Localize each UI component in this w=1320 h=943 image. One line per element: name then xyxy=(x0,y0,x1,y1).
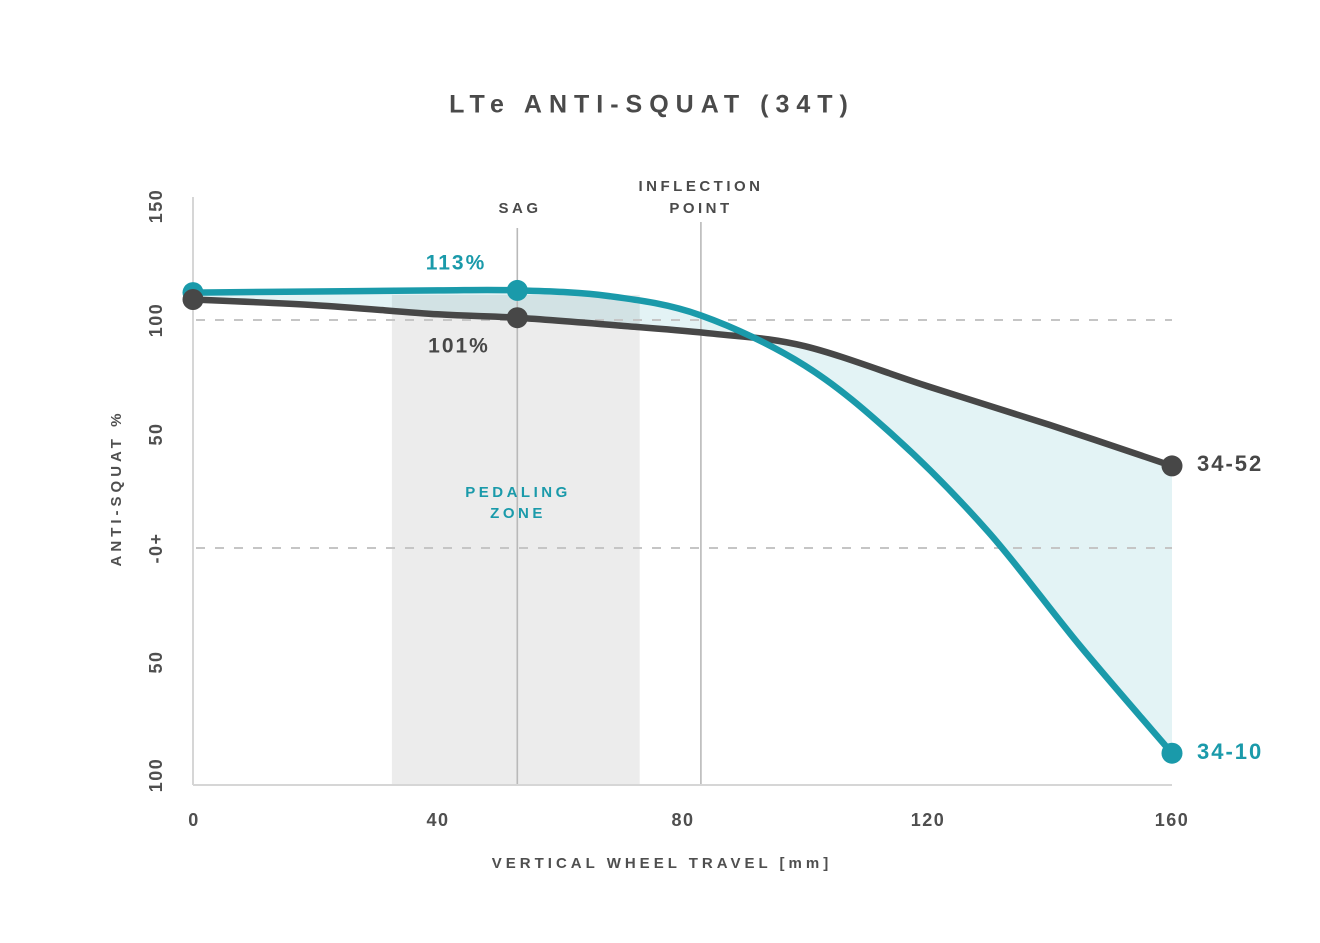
y-tick-150: 150 xyxy=(146,188,167,224)
y-tick-zero: -0+ xyxy=(146,532,167,564)
x-tick-160: 160 xyxy=(1154,810,1190,831)
curve-34-10 xyxy=(189,286,1176,757)
curve-34-52 xyxy=(189,296,1176,470)
y-tick-50: 50 xyxy=(146,422,167,446)
pedaling-zone-label-line1: PEDALING xyxy=(465,484,571,501)
x-tick-0: 0 xyxy=(188,810,200,831)
sag-value-34-10: 113% xyxy=(425,251,487,275)
x-axis-title: VERTICAL WHEEL TRAVEL [mm] xyxy=(491,854,833,872)
point-34-52 xyxy=(1161,455,1183,477)
inflection-label-line1: INFLECTION xyxy=(638,178,764,195)
pedaling-zone-band xyxy=(391,294,640,785)
y-tick-100: 100 xyxy=(146,302,167,338)
pedaling-zone-label-line2: ZONE xyxy=(490,505,546,522)
inflection-label-line2: POINT xyxy=(669,200,733,217)
y-tick-neg-100: 100 xyxy=(146,757,167,793)
y-tick-neg-50: 50 xyxy=(146,650,167,674)
series-label-34-10: 34-10 xyxy=(1197,738,1264,764)
inflection-marker-label: INFLECTION POINT xyxy=(639,176,764,220)
x-tick-40: 40 xyxy=(426,810,450,831)
x-tick-80: 80 xyxy=(671,810,695,831)
y-axis-title: ANTI-SQUAT % xyxy=(107,409,125,567)
chart-title: LTe ANTI-SQUAT (34T) xyxy=(449,90,855,119)
sag-value-34-52: 101% xyxy=(428,334,490,358)
point-34-10 xyxy=(506,279,528,301)
point-34-52 xyxy=(506,307,528,329)
point-34-52 xyxy=(182,289,204,310)
sag-marker-label: SAG xyxy=(498,200,542,217)
pedaling-zone-label: PEDALING ZONE xyxy=(465,482,571,524)
x-tick-120: 120 xyxy=(910,810,946,831)
between-curves-fill xyxy=(193,289,1172,754)
point-34-10 xyxy=(1161,742,1183,764)
series-label-34-52: 34-52 xyxy=(1197,450,1264,476)
